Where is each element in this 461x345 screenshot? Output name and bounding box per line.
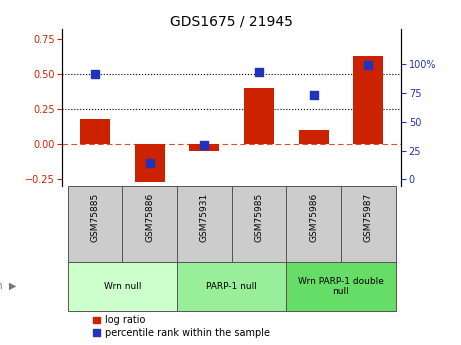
Text: Wrn PARP-1 double
null: Wrn PARP-1 double null [298,277,384,296]
Point [201,142,208,148]
FancyBboxPatch shape [286,186,341,262]
Text: PARP-1 null: PARP-1 null [206,282,257,291]
Point [365,62,372,68]
FancyBboxPatch shape [177,186,232,262]
Text: GSM75987: GSM75987 [364,193,373,242]
Bar [244,88,274,144]
Point [91,71,99,77]
Bar [80,119,110,144]
FancyBboxPatch shape [122,186,177,262]
FancyBboxPatch shape [286,262,396,310]
Text: GSM75986: GSM75986 [309,193,318,242]
FancyBboxPatch shape [341,186,396,262]
Bar [299,130,329,144]
Text: Wrn null: Wrn null [104,282,141,291]
Point [310,92,317,98]
Point [255,69,263,75]
Text: genotype/variation  ▶: genotype/variation ▶ [0,282,17,291]
Bar [353,56,383,144]
FancyBboxPatch shape [68,186,122,262]
Legend: log ratio, percentile rank within the sample: log ratio, percentile rank within the sa… [93,315,270,338]
FancyBboxPatch shape [68,262,177,310]
Text: GSM75886: GSM75886 [145,193,154,242]
Bar [135,144,165,182]
Point [146,160,154,166]
Title: GDS1675 / 21945: GDS1675 / 21945 [170,14,293,28]
FancyBboxPatch shape [177,262,286,310]
Text: GSM75885: GSM75885 [90,193,100,242]
Bar [189,144,219,151]
FancyBboxPatch shape [232,186,286,262]
Text: GSM75985: GSM75985 [254,193,264,242]
Text: GSM75931: GSM75931 [200,193,209,242]
